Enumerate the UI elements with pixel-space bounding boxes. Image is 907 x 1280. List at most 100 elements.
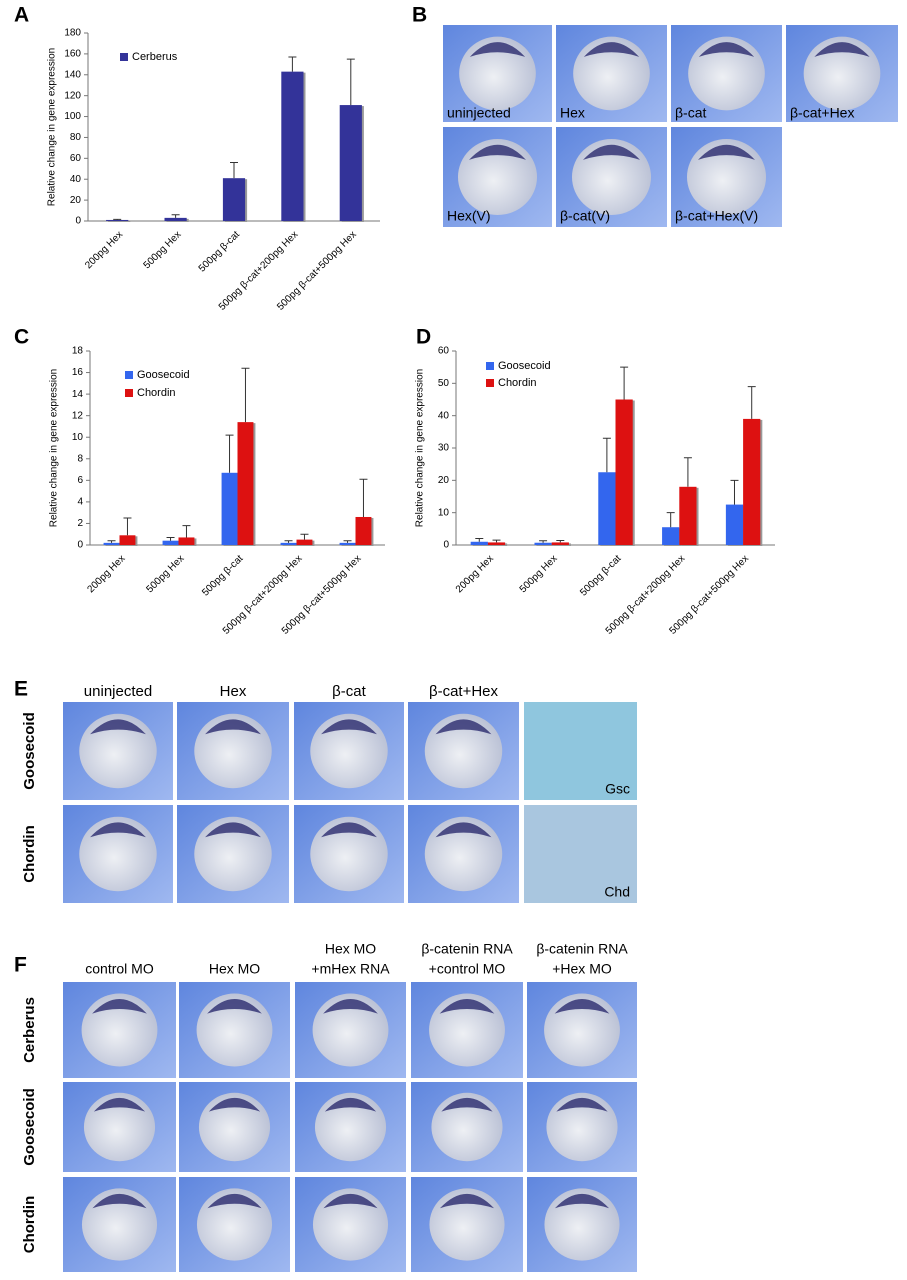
x-tick-label: 500pg β-cat xyxy=(578,553,623,598)
stain xyxy=(554,998,610,1014)
panel-letter: C xyxy=(14,326,29,349)
stain xyxy=(556,1097,608,1112)
stain xyxy=(208,1097,261,1112)
error-bar xyxy=(683,457,692,487)
embryo xyxy=(312,993,389,1067)
stain xyxy=(207,1193,262,1209)
y-tick-label: 20 xyxy=(438,475,450,486)
panel-letter: F xyxy=(14,954,27,977)
embryo xyxy=(424,816,503,892)
legend-swatch xyxy=(125,371,133,379)
bar xyxy=(164,217,187,221)
error-bar xyxy=(475,538,484,542)
bar xyxy=(743,418,761,545)
y-tick-label: 8 xyxy=(77,453,83,464)
embryo xyxy=(571,139,652,215)
bar xyxy=(103,542,120,545)
y-tick-label: 2 xyxy=(77,518,83,529)
stain xyxy=(93,1097,146,1112)
y-tick-label: 0 xyxy=(443,540,449,551)
error-bar xyxy=(730,479,739,505)
panel-letter: A xyxy=(14,4,29,27)
stain xyxy=(321,719,377,735)
y-tick-label: 30 xyxy=(438,443,450,454)
error-bar xyxy=(539,540,548,543)
y-tick-label: 140 xyxy=(64,69,81,80)
column-header: control MO xyxy=(85,961,154,977)
bar xyxy=(281,71,304,222)
embryo xyxy=(196,1188,273,1261)
stain xyxy=(321,822,377,838)
y-tick-label: 40 xyxy=(438,410,450,421)
y-tick-label: 80 xyxy=(70,132,82,143)
x-tick-label: 500pg β-cat xyxy=(197,229,242,274)
row-header: Cerberus xyxy=(21,997,38,1063)
bar xyxy=(551,542,569,545)
bar xyxy=(355,516,372,545)
error-bar xyxy=(556,539,565,543)
stain xyxy=(90,822,146,838)
photo-label: uninjected xyxy=(447,105,511,121)
bar xyxy=(339,105,362,221)
column-header: β-catenin RNA xyxy=(421,941,513,957)
stain xyxy=(323,998,378,1014)
bar xyxy=(534,542,552,545)
column-header: uninjected xyxy=(84,683,152,700)
photo-label: Hex xyxy=(560,105,585,121)
error-bar xyxy=(113,218,122,220)
y-axis-title: Relative change in gene expression xyxy=(415,369,426,527)
y-tick-label: 6 xyxy=(77,475,83,486)
embryo xyxy=(459,36,536,111)
stain xyxy=(439,1193,495,1209)
bar xyxy=(725,504,744,545)
embryo xyxy=(544,993,620,1067)
y-tick-label: 50 xyxy=(438,378,450,389)
bar xyxy=(222,178,246,221)
error-bar xyxy=(123,517,132,536)
panel-letter: E xyxy=(14,678,28,701)
y-tick-label: 60 xyxy=(70,153,82,164)
embryo xyxy=(81,1188,158,1261)
inset-label: Chd xyxy=(604,884,630,900)
legend-label: Chordin xyxy=(498,377,537,389)
stain xyxy=(92,1193,147,1209)
stain xyxy=(698,42,755,57)
inset-photo xyxy=(524,805,637,903)
embryo xyxy=(79,713,157,789)
photo-label: β-cat(V) xyxy=(560,208,610,224)
error-bar xyxy=(225,434,234,473)
y-tick-label: 120 xyxy=(64,90,81,101)
photo-label: β-cat+Hex(V) xyxy=(675,208,758,224)
panel-letter: B xyxy=(412,4,427,27)
y-tick-label: 40 xyxy=(70,174,82,185)
embryo xyxy=(81,993,158,1067)
stain xyxy=(698,144,755,160)
row-header: Chordin xyxy=(21,1196,38,1254)
row-header: Chordin xyxy=(21,825,38,883)
bar xyxy=(296,539,313,545)
photo-label: β-cat xyxy=(675,105,707,121)
stain xyxy=(469,42,526,57)
embryo xyxy=(429,1188,505,1261)
stain xyxy=(205,719,261,735)
y-tick-label: 14 xyxy=(72,389,84,400)
embryo xyxy=(686,139,767,215)
legend-label: Goosecoid xyxy=(137,369,190,381)
column-header: β-cat+Hex xyxy=(429,683,499,700)
error-bar xyxy=(288,56,297,72)
bar-shadow xyxy=(108,220,131,222)
inset-label: Gsc xyxy=(605,781,630,797)
y-tick-label: 160 xyxy=(64,49,81,60)
embryo xyxy=(544,1188,620,1261)
embryo xyxy=(310,816,388,892)
y-tick-label: 0 xyxy=(75,216,81,227)
bar xyxy=(178,537,195,545)
legend-swatch xyxy=(120,53,128,61)
bar xyxy=(106,219,129,221)
error-bar xyxy=(602,437,611,473)
y-tick-label: 0 xyxy=(77,540,83,551)
embryo xyxy=(196,993,273,1067)
bar xyxy=(487,542,506,545)
legend-label: Goosecoid xyxy=(498,360,551,372)
